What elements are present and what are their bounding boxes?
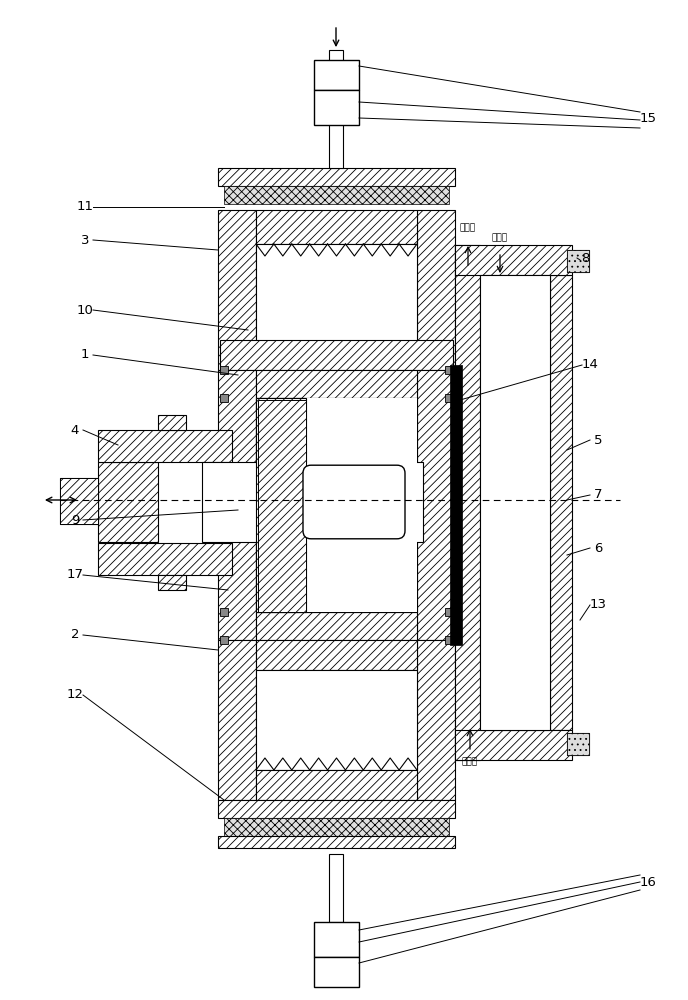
Text: 进水口: 进水口	[462, 758, 478, 766]
Bar	[220, 636, 228, 644]
Bar	[550, 275, 572, 730]
Text: 17: 17	[67, 568, 83, 582]
Text: 13: 13	[590, 598, 607, 611]
Text: 2: 2	[71, 629, 79, 642]
Bar	[417, 210, 455, 370]
Bar	[98, 543, 232, 575]
Bar	[480, 275, 550, 730]
Bar	[445, 366, 453, 374]
Bar	[258, 400, 306, 612]
Text: 10: 10	[76, 304, 94, 316]
Bar	[220, 366, 228, 374]
Text: 3: 3	[80, 233, 89, 246]
Bar	[445, 608, 453, 616]
Text: 出水口: 出水口	[460, 224, 476, 232]
Bar	[445, 394, 453, 402]
Bar	[218, 836, 455, 848]
Text: 7: 7	[594, 488, 602, 502]
Bar	[314, 922, 359, 957]
Text: 1: 1	[80, 349, 89, 361]
Bar	[224, 186, 449, 204]
Bar	[567, 733, 589, 755]
Bar	[567, 250, 589, 272]
Text: 12: 12	[67, 688, 83, 702]
Bar	[218, 800, 455, 818]
Bar	[256, 770, 417, 800]
Text: 15: 15	[640, 111, 656, 124]
Bar	[218, 640, 256, 800]
Bar	[202, 462, 423, 542]
Bar	[256, 244, 417, 370]
Text: 进气口: 进气口	[492, 233, 508, 242]
Text: 4: 4	[71, 424, 79, 436]
Bar	[314, 90, 359, 125]
Text: 14: 14	[581, 359, 599, 371]
FancyBboxPatch shape	[303, 465, 405, 539]
Text: 11: 11	[76, 200, 94, 214]
Bar	[329, 854, 343, 922]
Bar	[60, 478, 98, 524]
Bar	[256, 398, 417, 612]
Bar	[220, 340, 453, 370]
Bar	[218, 370, 256, 640]
Bar	[455, 730, 572, 760]
Bar	[314, 957, 359, 987]
Bar	[455, 245, 572, 275]
Bar	[60, 478, 98, 524]
Bar	[567, 250, 589, 272]
Text: 16: 16	[640, 876, 656, 888]
Text: 9: 9	[71, 514, 79, 526]
Bar	[256, 612, 417, 640]
Bar	[224, 818, 449, 836]
Text: 5: 5	[594, 434, 602, 446]
Bar	[256, 370, 417, 398]
Text: 8: 8	[581, 251, 589, 264]
Bar	[98, 462, 158, 542]
Bar	[314, 60, 359, 90]
Text: 6: 6	[594, 542, 602, 554]
Bar	[329, 50, 343, 168]
Bar	[445, 636, 453, 644]
Bar	[218, 210, 256, 370]
Bar	[256, 640, 417, 670]
Bar	[417, 640, 455, 800]
Bar	[256, 210, 417, 244]
Bar	[158, 415, 186, 430]
Bar	[450, 365, 462, 645]
Bar	[256, 398, 417, 612]
Bar	[567, 733, 589, 755]
Bar	[455, 245, 480, 760]
Bar	[256, 670, 417, 770]
Bar	[158, 575, 186, 590]
Bar	[256, 398, 306, 612]
Bar	[417, 370, 455, 640]
Bar	[218, 168, 455, 186]
Bar	[98, 430, 232, 462]
Bar	[220, 608, 228, 616]
Bar	[220, 394, 228, 402]
